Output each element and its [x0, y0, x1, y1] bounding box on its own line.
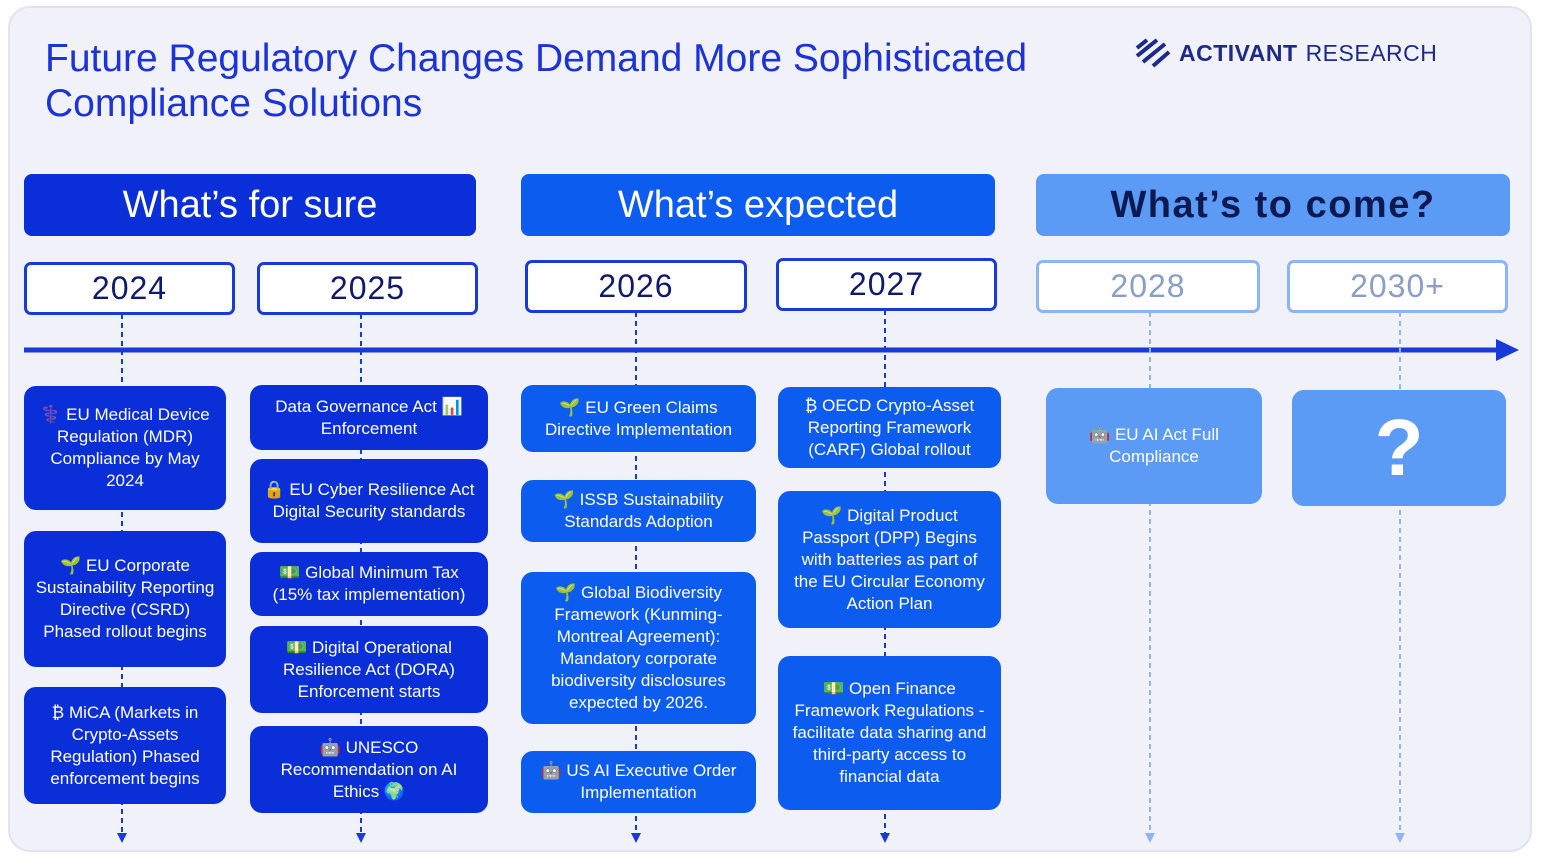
timeline-item: 🌱 Global Biodiversity Framework (Kunming…: [521, 572, 756, 724]
timeline-item: 💵 Digital Operational Resilience Act (DO…: [250, 626, 488, 713]
timeline-item: 🌱 Digital Product Passport (DPP) Begins …: [778, 491, 1001, 628]
year-label: 2030+: [1287, 260, 1508, 313]
timeline-item: Data Governance Act 📊 Enforcement: [250, 385, 488, 450]
timeline-item: 🤖 UNESCO Recommendation on AI Ethics 🌍: [250, 726, 488, 813]
year-arrowhead: [117, 833, 127, 843]
timeline-item: ?: [1292, 390, 1506, 506]
timeline-item: 🌱 EU Green Claims Directive Implementati…: [521, 385, 756, 452]
year-label: 2025: [257, 262, 478, 315]
timeline-item: 💵 Global Minimum Tax (15% tax implementa…: [250, 552, 488, 616]
year-label: 2026: [525, 260, 747, 313]
brand: ACTIVANT RESEARCH: [1135, 38, 1437, 68]
brand-logo: [1135, 38, 1171, 68]
year-arrowhead: [356, 833, 366, 843]
timeline-item: ₿ MiCA (Markets in Crypto-Assets Regulat…: [24, 687, 226, 804]
brand-secondary: RESEARCH: [1305, 39, 1438, 66]
year-arrowhead: [1395, 833, 1405, 843]
timeline-item: 🔒 EU Cyber Resilience Act Digital Securi…: [250, 459, 488, 543]
year-label: 2024: [24, 262, 235, 315]
year-arrowhead: [631, 833, 641, 843]
year-label: 2028: [1036, 260, 1260, 313]
timeline-item: ₿ OECD Crypto-Asset Reporting Framework …: [778, 387, 1001, 468]
timeline-item: 💵 Open Finance Framework Regulations - f…: [778, 656, 1001, 810]
year-arrowhead: [880, 833, 890, 843]
timeline-item: ⚕️ EU Medical Device Regulation (MDR) Co…: [24, 386, 226, 510]
timeline-item: 🤖 EU AI Act Full Compliance: [1046, 388, 1262, 504]
timeline-item: 🌱 ISSB Sustainability Standards Adoption: [521, 480, 756, 542]
year-label: 2027: [776, 258, 997, 311]
timeline-item: 🌱 EU Corporate Sustainability Reporting …: [24, 531, 226, 667]
year-arrowhead: [1145, 833, 1155, 843]
brand-primary: ACTIVANT: [1179, 39, 1298, 66]
section-header: What’s to come?: [1036, 174, 1510, 236]
section-header: What’s expected: [521, 174, 995, 236]
timeline-arrowhead: [1496, 339, 1519, 361]
timeline-item: 🤖 US AI Executive Order Implementation: [521, 751, 756, 813]
section-header: What’s for sure: [24, 174, 476, 236]
title: Future Regulatory Changes Demand More So…: [45, 37, 1028, 125]
